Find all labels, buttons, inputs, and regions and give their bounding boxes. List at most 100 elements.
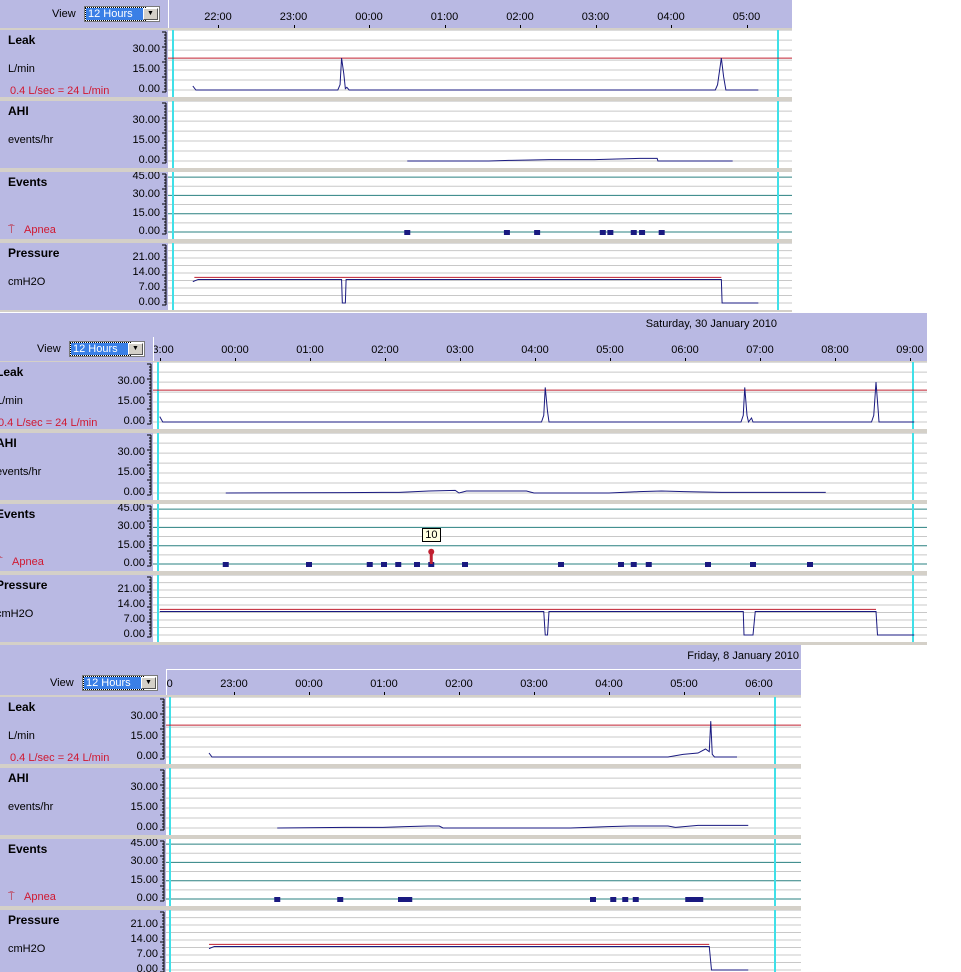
row-label-panel: AHI events/hr 30.00 15.00 0.00 [0, 768, 166, 835]
time-tick-mark [235, 358, 236, 361]
plot-area [166, 697, 801, 764]
y-tick-label: 30.00 [132, 114, 160, 127]
y-tick-label: 0.00 [123, 486, 145, 498]
view-select[interactable]: 12 Hours ▼ [84, 6, 160, 22]
plot-svg [153, 575, 927, 642]
y-tick-label: 15.00 [117, 395, 145, 408]
time-tick-mark [609, 692, 610, 695]
row-title: AHI [0, 436, 17, 450]
apnea-event-marker [632, 897, 639, 902]
plot-area [166, 839, 801, 906]
apnea-event-marker [610, 897, 617, 902]
time-tick-mark [520, 25, 521, 28]
time-tick-label: 00:00 [355, 11, 383, 23]
leak-threshold-note: 0.4 L/sec = 24 L/min [0, 417, 98, 429]
view-select[interactable]: 12 Hours ▼ [82, 674, 158, 691]
row-label-panel: Leak L/min 0.4 L/sec = 24 L/min 30.00 15.00 0… [0, 362, 153, 429]
apnea-event-marker [599, 230, 606, 235]
y-axis-ruler [160, 769, 165, 831]
time-axis: 22:00 23:00 00:00 01:00 02:00 03:00 04:00 05:00 [168, 0, 792, 28]
time-axis: 22:00 23:00 00:00 01:00 02:00 03:00 04:00 05:00… [166, 670, 801, 695]
plot-area: 10 [153, 504, 927, 571]
event-tooltip: 10 [422, 527, 441, 542]
y-tick-label: 15.00 [117, 466, 145, 479]
time-tick-label: 04:00 [595, 678, 623, 690]
chart-row-leak: Leak L/min 0.4 L/sec = 24 L/min 30.00 15.00 0… [0, 697, 801, 764]
y-tick-label: 0.00 [136, 892, 158, 904]
report-screen: Saturday, 30 January 2010 View 12 Hours▼ 23… [0, 313, 927, 645]
apnea-event-marker [428, 562, 435, 567]
view-select[interactable]: 12 Hours ▼ [69, 341, 145, 357]
plot-svg [168, 30, 792, 97]
apnea-event-marker [274, 897, 281, 902]
apnea-event-marker [645, 562, 652, 567]
chart-row-pressure: Pressure cmH2O 21.00 14.00 7.00 0.00 [0, 575, 927, 642]
apnea-event-marker [306, 562, 312, 567]
apnea-event-marker [622, 897, 629, 902]
y-tick-label: 15.00 [132, 134, 160, 147]
apnea-event-marker [689, 897, 695, 902]
time-tick-mark [385, 358, 386, 361]
time-tick-label: 07:00 [746, 344, 774, 356]
y-tick-label: 14.00 [130, 933, 158, 946]
ahi-series [225, 489, 826, 494]
chart-row-events: Events ⍑ Apnea 45.00 30.00 15.00 0.00 [0, 839, 801, 906]
view-select-value: 12 Hours [85, 7, 146, 21]
y-axis-ruler [147, 434, 152, 496]
report-date: Friday, 8 January 2010 [687, 650, 799, 662]
apnea-event-marker [395, 562, 402, 567]
apnea-event-marker [630, 230, 637, 235]
pressure-series [159, 610, 915, 636]
pressure-series [192, 278, 759, 304]
chart-row-ahi: AHI events/hr 30.00 15.00 0.00 [0, 101, 792, 168]
apnea-legend: Apnea [24, 891, 56, 903]
row-label-panel: AHI events/hr 30.00 15.00 0.00 [0, 433, 153, 500]
plot-svg [168, 243, 792, 310]
plot-area [153, 575, 927, 642]
time-tick-mark [910, 358, 911, 361]
chevron-down-icon[interactable]: ▼ [141, 676, 156, 689]
y-tick-label: 0.00 [123, 628, 145, 640]
leak-series [192, 58, 759, 91]
apnea-event-marker [381, 562, 387, 567]
plot-svg [168, 101, 792, 168]
chart-row-pressure: Pressure cmH2O 21.00 14.00 7.00 0.00 [0, 243, 792, 310]
time-tick-label: 03:00 [581, 11, 610, 23]
chevron-down-icon[interactable]: ▼ [143, 8, 158, 20]
view-select-value: 12 Hours [83, 675, 144, 690]
row-unit: cmH2O [8, 943, 46, 955]
time-tick-label: 01:00 [296, 344, 324, 356]
row-title: Pressure [8, 246, 60, 260]
chart-row-events: Events ⍑ Apnea 45.00 30.00 15.00 0.00 10 [0, 504, 927, 571]
time-tick-mark [835, 358, 836, 361]
time-tick-mark [534, 692, 535, 695]
time-tick-mark [460, 358, 461, 361]
row-label-panel: Events ⍑ Apnea 45.00 30.00 15.00 0.00 [0, 839, 166, 906]
chevron-down-icon[interactable]: ▼ [128, 343, 143, 355]
row-unit: events/hr [8, 801, 54, 813]
y-tick-label: 0.00 [123, 415, 145, 427]
y-tick-label: 21.00 [132, 251, 160, 264]
row-label-panel: Leak L/min 0.4 L/sec = 24 L/min 30.00 15.00 0… [0, 697, 166, 764]
apnea-event-marker [337, 897, 344, 902]
apnea-event-marker [618, 562, 624, 567]
apnea-event-marker [503, 230, 510, 235]
y-axis-ruler [160, 840, 165, 902]
time-tick-mark [234, 692, 235, 695]
apnea-pin-icon: ⍑ [8, 891, 15, 903]
plot-svg [166, 697, 801, 764]
chart-row-leak: Leak L/min 0.4 L/sec = 24 L/min 30.00 15.00 0… [0, 30, 792, 97]
time-tick-mark [309, 692, 310, 695]
apnea-event-marker [750, 562, 756, 567]
time-tick-label: 03:00 [520, 678, 548, 690]
y-tick-label: 45.00 [132, 172, 160, 183]
time-tick-label: 00:00 [295, 678, 323, 690]
apnea-event-marker [401, 897, 408, 902]
time-tick-mark [384, 692, 385, 695]
y-tick-label: 0.00 [136, 963, 158, 972]
time-tick-mark [459, 692, 460, 695]
plot-svg [166, 839, 801, 906]
time-tick-label: 22:00 [166, 678, 173, 690]
row-unit: L/min [8, 730, 35, 742]
apnea-event-marker [222, 562, 229, 567]
